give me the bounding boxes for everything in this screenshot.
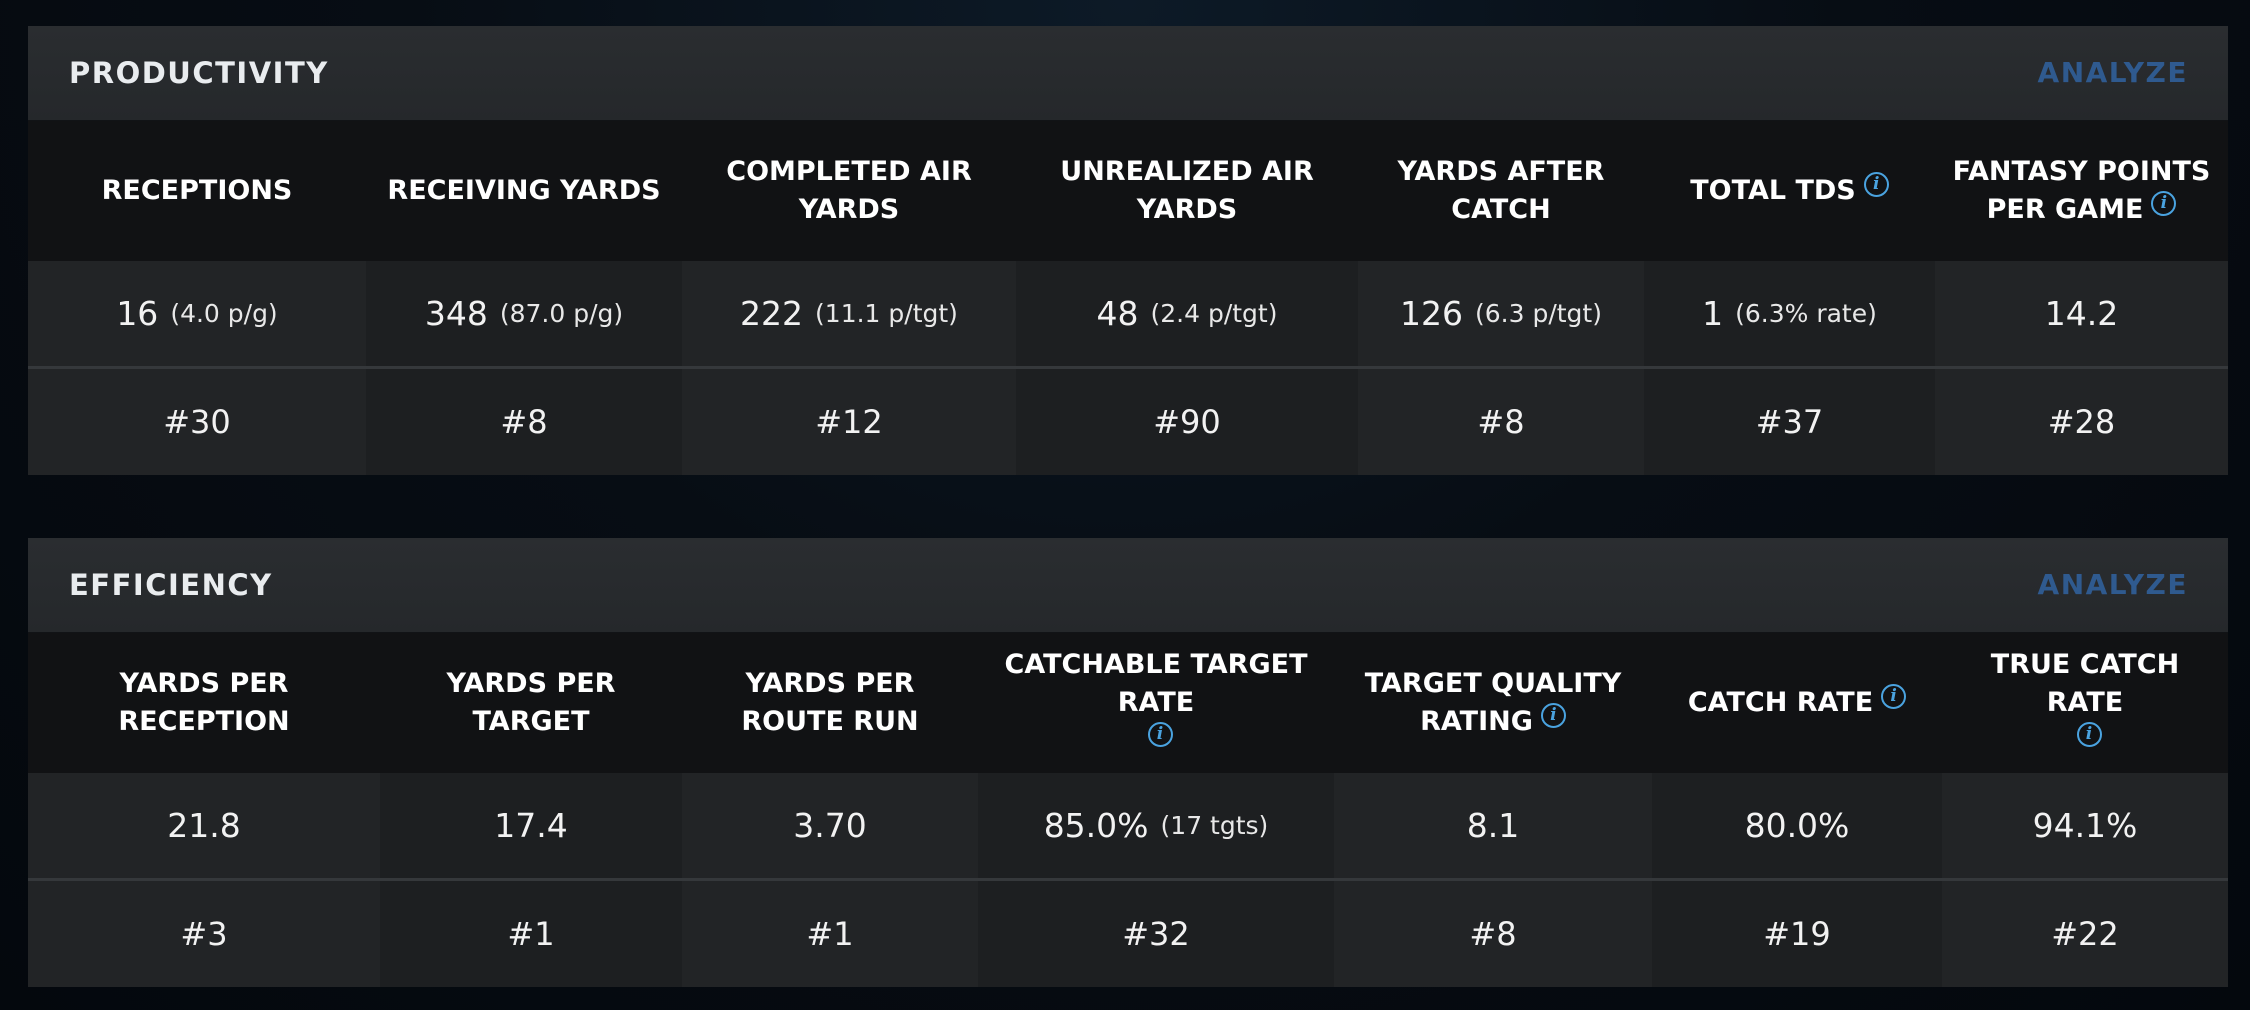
column-header: CATCH RATE i	[1652, 633, 1942, 773]
value-cell: 14.2	[2044, 294, 2119, 333]
column-header: RECEPTIONS	[101, 175, 293, 206]
value-cell: 48 (2.4 p/tgt)	[1016, 261, 1358, 366]
rank-cell: #28	[2047, 403, 2116, 441]
value-cell: 126 (6.3 p/tgt)	[1400, 294, 1602, 333]
rank-cell: #12	[815, 403, 883, 441]
efficiency-title: EFFICIENCY	[69, 568, 273, 602]
rank-cell: #90	[1016, 369, 1358, 475]
rank-cell: #30	[163, 403, 231, 441]
table-row: 21.8 17.4 3.70 85.0% (17 tgts) 8.1 80.0% …	[28, 773, 2228, 878]
info-icon[interactable]: i	[1863, 172, 1889, 197]
column-header: CATCHABLE TARGET RATE i	[978, 633, 1334, 773]
efficiency-header: EFFICIENCY ANALYZE	[28, 538, 2228, 633]
efficiency-panel: EFFICIENCY ANALYZE YARDS PER RECEPTION Y…	[28, 538, 2228, 987]
column-header: TOTAL TDS i	[1644, 121, 1935, 261]
rank-cell: #8	[1477, 403, 1525, 441]
rank-cell: #1	[380, 881, 682, 987]
info-icon[interactable]: i	[2076, 722, 2102, 747]
productivity-panel: PRODUCTIVITY ANALYZE RECEPTIONS RECEIVIN…	[28, 26, 2228, 475]
info-icon[interactable]: i	[1147, 722, 1173, 747]
productivity-analyze-link[interactable]: ANALYZE	[2037, 56, 2188, 89]
column-header: TRUE CATCH RATE i	[1942, 633, 2228, 773]
column-header: YARDS PER RECEPTION	[118, 668, 290, 737]
table-header-row: RECEPTIONS RECEIVING YARDS COMPLETED AIR…	[28, 121, 2228, 261]
column-header: YARDS PER TARGET	[446, 668, 616, 737]
column-header: UNREALIZED AIR YARDS	[1060, 156, 1314, 225]
rank-cell: #19	[1652, 881, 1942, 987]
info-icon[interactable]: i	[2151, 191, 2177, 216]
table-row: #30 #8 #12 #90 #8 #37 #28	[28, 366, 2228, 475]
rank-cell: #37	[1644, 369, 1935, 475]
productivity-title: PRODUCTIVITY	[69, 56, 329, 90]
rank-cell: #22	[2051, 915, 2119, 953]
value-cell: 222 (11.1 p/tgt)	[740, 294, 958, 333]
column-header: COMPLETED AIR YARDS	[726, 156, 972, 225]
column-header: TARGET QUALITY RATING i	[1364, 668, 1622, 737]
rank-cell: #8	[366, 369, 682, 475]
productivity-table: RECEPTIONS RECEIVING YARDS COMPLETED AIR…	[28, 121, 2228, 475]
rank-cell: #32	[978, 881, 1334, 987]
productivity-header: PRODUCTIVITY ANALYZE	[28, 26, 2228, 121]
value-cell: 80.0%	[1652, 773, 1942, 878]
column-header: FANTASY POINTS PER GAME i	[1952, 156, 2211, 225]
value-cell: 348 (87.0 p/g)	[366, 261, 682, 366]
value-cell: 94.1%	[2032, 806, 2138, 845]
column-header: YARDS AFTER CATCH	[1397, 156, 1605, 225]
efficiency-table: YARDS PER RECEPTION YARDS PER TARGET YAR…	[28, 633, 2228, 987]
info-icon[interactable]: i	[1881, 684, 1907, 709]
value-cell: 21.8	[167, 806, 241, 845]
value-cell: 3.70	[793, 806, 867, 845]
value-cell: 17.4	[380, 773, 682, 878]
info-icon[interactable]: i	[1540, 703, 1566, 728]
table-row: 16 (4.0 p/g) 348 (87.0 p/g) 222 (11.1 p/tgt…	[28, 261, 2228, 366]
rank-cell: #1	[806, 915, 854, 953]
value-cell: 1 (6.3% rate)	[1644, 261, 1935, 366]
column-header: YARDS PER ROUTE RUN	[741, 668, 919, 737]
value-cell: 85.0% (17 tgts)	[978, 773, 1334, 878]
value-cell: 8.1	[1466, 806, 1520, 845]
table-header-row: YARDS PER RECEPTION YARDS PER TARGET YAR…	[28, 633, 2228, 773]
rank-cell: #8	[1469, 915, 1517, 953]
efficiency-analyze-link[interactable]: ANALYZE	[2037, 568, 2188, 601]
table-row: #3 #1 #1 #32 #8 #19 #22	[28, 878, 2228, 987]
column-header: RECEIVING YARDS	[387, 175, 661, 206]
value-cell: 16 (4.0 p/g)	[116, 294, 278, 333]
rank-cell: #3	[180, 915, 228, 953]
